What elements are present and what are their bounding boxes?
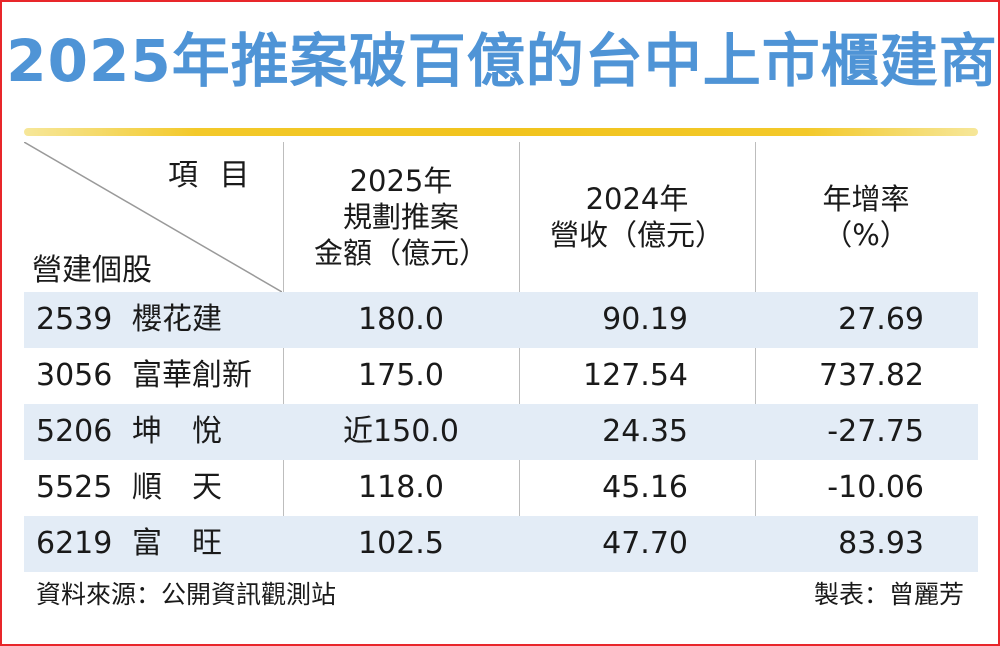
company-name: 櫻花建 — [132, 302, 222, 337]
revenue-value: 45.16 — [602, 470, 688, 505]
table-row: 5525 順 天 118.0 45.16 -10.06 — [24, 460, 978, 516]
header-rate-line2: （%） — [823, 218, 909, 252]
company-name: 富 旺 — [132, 526, 222, 561]
growth-rate: -27.75 — [827, 414, 924, 449]
stock-code: 5525 — [36, 470, 113, 505]
stock-code: 5206 — [36, 414, 113, 449]
header-revenue-line1: 2024年 — [585, 182, 689, 216]
table-row: 2539 櫻花建 180.0 90.19 27.69 — [24, 292, 978, 348]
column-divider — [755, 142, 756, 572]
revenue-value: 24.35 — [602, 414, 688, 449]
header-plan-line1: 2025年 — [349, 164, 453, 198]
header-diagonal-line — [24, 142, 282, 292]
plan-amount: 118.0 — [358, 470, 444, 505]
header-plan-line3: 金額（億元） — [313, 236, 488, 270]
header-plan-line2: 規劃推案 — [342, 200, 459, 234]
title-divider — [24, 128, 978, 136]
header-plan-amount: 2025年 規劃推案 金額（億元） — [284, 142, 518, 292]
author-credit: 製表：曾麗芳 — [813, 580, 964, 609]
company-name: 順 天 — [132, 470, 222, 505]
table-row: 6219 富 旺 102.5 47.70 83.93 — [24, 516, 978, 572]
header-rate-line1: 年增率 — [822, 182, 910, 216]
stock-code: 3056 — [36, 358, 113, 393]
table-body: 2539 櫻花建 180.0 90.19 27.69 3056 富華創新 175… — [24, 292, 978, 572]
company-name: 坤 悅 — [132, 414, 222, 449]
header-item-label: 項 目 — [168, 158, 256, 193]
revenue-value: 127.54 — [583, 358, 688, 393]
stock-code: 6219 — [36, 526, 113, 561]
header-growth-rate: 年增率 （%） — [756, 142, 976, 292]
stock-code: 2539 — [36, 302, 113, 337]
table-row: 3056 富華創新 175.0 127.54 737.82 — [24, 348, 978, 404]
company-name: 富華創新 — [132, 358, 252, 393]
page-title: 2025年推案破百億的台中上市櫃建商 — [6, 27, 998, 95]
plan-amount: 180.0 — [358, 302, 444, 337]
growth-rate: 83.93 — [838, 526, 924, 561]
header-revenue: 2024年 營收（億元） — [520, 142, 754, 292]
revenue-value: 90.19 — [602, 302, 688, 337]
header-stock-label: 營建個股 — [32, 253, 152, 288]
plan-amount: 175.0 — [358, 358, 444, 393]
growth-rate: 27.69 — [838, 302, 924, 337]
data-source-note: 資料來源：公開資訊觀測站 — [36, 580, 337, 609]
growth-rate: 737.82 — [819, 358, 924, 393]
plan-amount: 102.5 — [358, 526, 444, 561]
growth-rate: -10.06 — [827, 470, 924, 505]
revenue-value: 47.70 — [602, 526, 688, 561]
plan-amount: 近150.0 — [343, 414, 459, 449]
column-divider — [283, 142, 284, 572]
table-row: 5206 坤 悅 近150.0 24.35 -27.75 — [24, 404, 978, 460]
column-divider — [519, 142, 520, 572]
header-revenue-line2: 營收（億元） — [549, 218, 724, 252]
